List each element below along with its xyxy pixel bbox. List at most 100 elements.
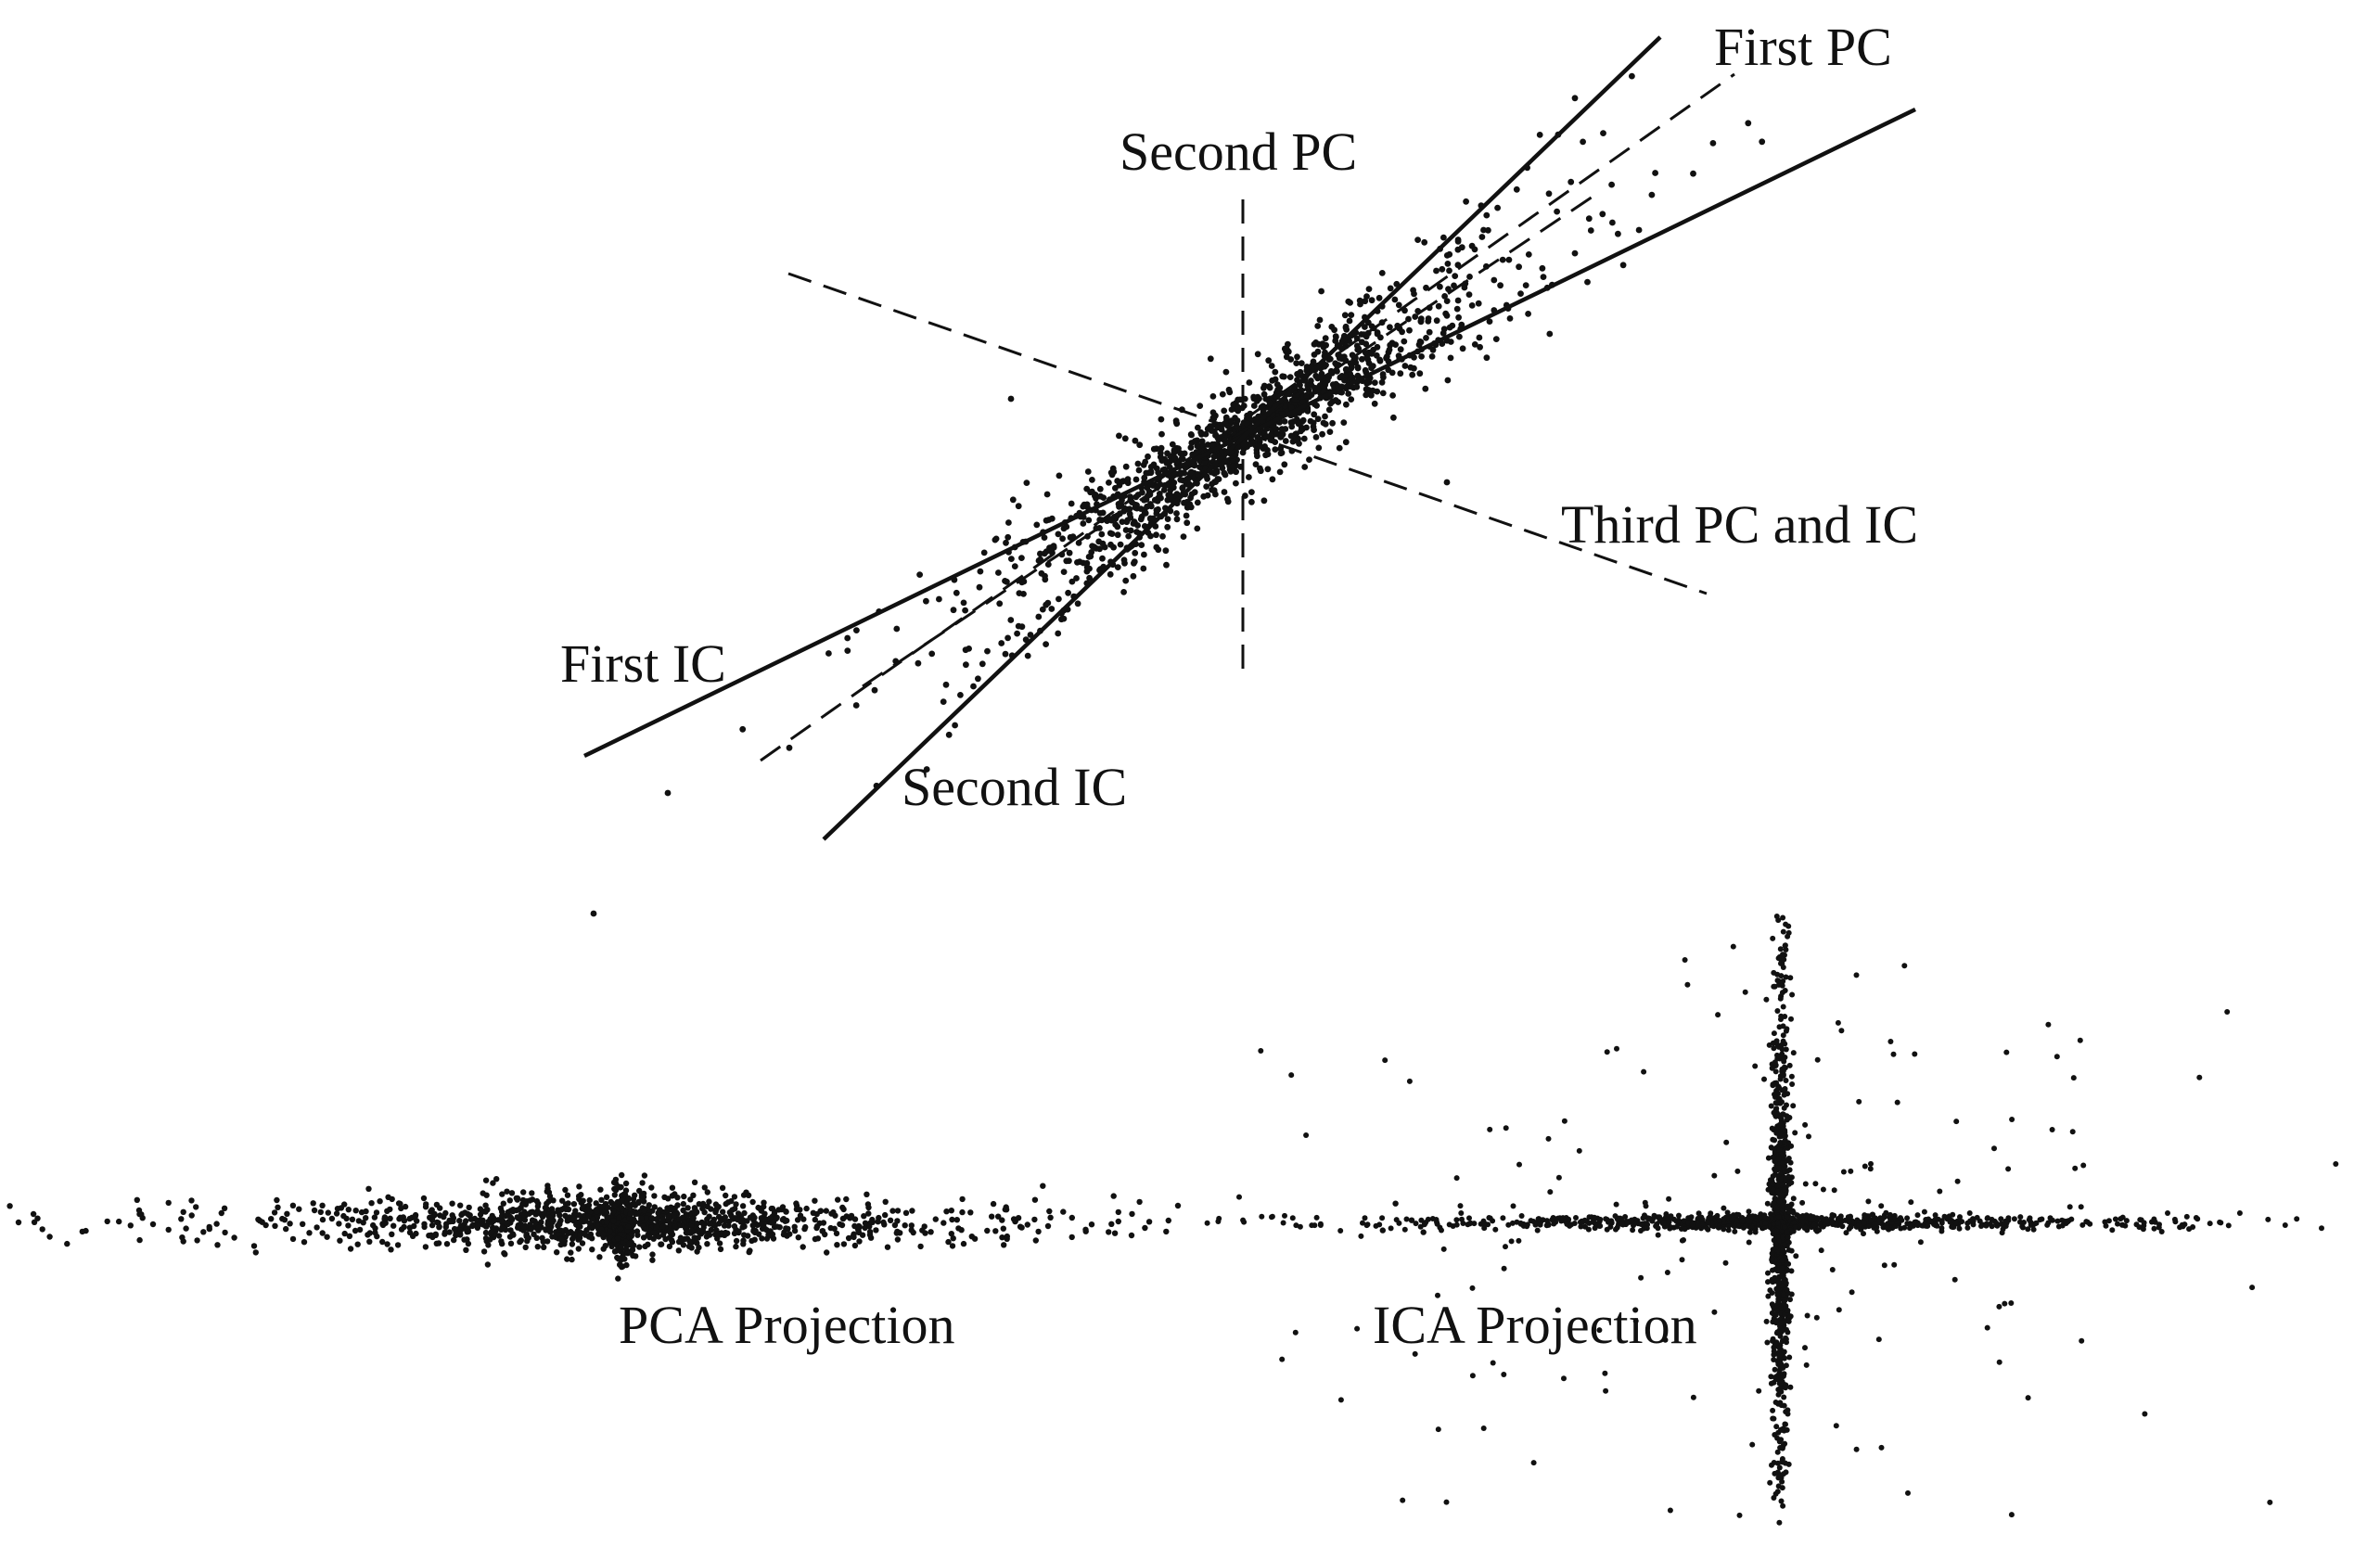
scatter-point bbox=[1939, 1220, 1945, 1226]
scatter-point bbox=[337, 1237, 343, 1244]
scatter-point bbox=[739, 1203, 747, 1209]
scatter-point bbox=[614, 1235, 621, 1242]
scatter-point bbox=[1597, 1222, 1604, 1229]
scatter-point bbox=[1341, 312, 1349, 319]
scatter-point bbox=[1785, 1411, 1791, 1417]
scatter-point bbox=[1530, 1219, 1537, 1224]
scatter-point bbox=[1009, 496, 1017, 504]
scatter-point bbox=[1597, 1216, 1604, 1222]
scatter-point bbox=[979, 660, 986, 668]
scatter-point bbox=[608, 1198, 614, 1206]
scatter-point bbox=[1802, 1345, 1808, 1351]
scatter-point bbox=[457, 1202, 464, 1208]
scatter-point bbox=[1362, 324, 1368, 330]
scatter-point bbox=[1861, 1220, 1867, 1226]
scatter-point bbox=[1644, 1225, 1650, 1232]
scatter-point bbox=[482, 1229, 490, 1236]
scatter-point bbox=[1159, 467, 1167, 474]
scatter-point bbox=[1387, 285, 1394, 292]
scatter-point bbox=[866, 1223, 873, 1230]
scatter-point bbox=[1668, 1224, 1674, 1231]
scatter-point bbox=[580, 1203, 586, 1210]
scatter-point bbox=[1773, 1376, 1780, 1382]
scatter-point bbox=[1315, 444, 1323, 452]
scatter-point bbox=[658, 1241, 664, 1247]
scatter-point bbox=[1779, 982, 1785, 989]
scatter-point bbox=[1150, 445, 1158, 453]
scatter-point bbox=[2319, 1225, 2324, 1232]
scatter-point bbox=[578, 1192, 584, 1198]
scatter-point bbox=[1188, 431, 1195, 439]
scatter-point bbox=[165, 1226, 172, 1234]
scatter-point bbox=[813, 1223, 821, 1230]
scatter-point bbox=[1291, 437, 1299, 443]
scatter-point bbox=[520, 1189, 527, 1195]
scatter-point bbox=[1068, 578, 1076, 585]
scatter-point bbox=[862, 1220, 869, 1227]
scatter-point bbox=[1447, 354, 1454, 362]
scatter-point bbox=[188, 1197, 195, 1204]
scatter-point bbox=[165, 1199, 172, 1207]
scatter-point bbox=[1732, 1223, 1738, 1230]
scatter-point bbox=[1546, 330, 1554, 338]
scatter-point bbox=[1107, 530, 1114, 537]
scatter-point bbox=[453, 1231, 459, 1237]
scatter-point bbox=[1776, 1360, 1783, 1366]
scatter-point bbox=[1868, 1160, 1874, 1167]
scatter-point bbox=[1772, 1168, 1779, 1174]
scatter-point bbox=[1782, 1298, 1788, 1304]
scatter-point bbox=[680, 1242, 687, 1248]
scatter-point bbox=[943, 1208, 950, 1215]
scatter-point bbox=[1303, 1132, 1310, 1138]
scatter-point bbox=[1956, 1225, 1963, 1232]
scatter-point bbox=[1317, 374, 1324, 381]
scatter-point bbox=[1800, 1219, 1806, 1225]
scatter-point bbox=[1303, 424, 1310, 431]
scatter-point bbox=[1887, 1039, 1894, 1044]
scatter-point bbox=[1780, 1247, 1786, 1253]
scatter-point bbox=[360, 1220, 366, 1226]
scatter-point bbox=[1352, 354, 1359, 362]
scatter-point bbox=[722, 1214, 728, 1221]
scatter-point bbox=[1091, 543, 1098, 551]
scatter-point bbox=[1306, 456, 1312, 463]
scatter-point bbox=[851, 1242, 859, 1249]
scatter-point bbox=[1784, 1026, 1790, 1032]
scatter-point bbox=[506, 1234, 514, 1240]
scatter-point bbox=[134, 1196, 140, 1204]
scatter-point bbox=[136, 1236, 143, 1244]
scatter-point bbox=[1591, 1220, 1597, 1225]
scatter-point bbox=[922, 1230, 928, 1236]
scatter-point bbox=[1442, 310, 1450, 317]
scatter-point bbox=[349, 1216, 356, 1223]
scatter-point bbox=[1005, 519, 1012, 526]
scatter-point bbox=[669, 1184, 676, 1191]
scatter-point bbox=[519, 1201, 526, 1208]
scatter-point bbox=[1433, 267, 1440, 275]
scatter-point bbox=[1778, 1121, 1785, 1128]
scatter-point bbox=[1732, 1228, 1738, 1234]
scatter-point bbox=[1667, 1507, 1673, 1514]
scatter-point bbox=[1756, 1387, 1762, 1394]
scatter-point bbox=[372, 1229, 378, 1236]
scatter-point bbox=[1699, 1217, 1706, 1223]
scatter-point bbox=[835, 1196, 841, 1203]
scatter-point bbox=[1666, 1195, 1672, 1202]
scatter-point bbox=[2105, 1218, 2112, 1224]
scatter-point bbox=[524, 1237, 531, 1245]
scatter-point bbox=[6, 1203, 13, 1209]
scatter-point bbox=[1615, 230, 1621, 237]
scatter-point bbox=[1920, 1222, 1926, 1229]
scatter-point bbox=[1329, 419, 1336, 427]
scatter-point bbox=[1679, 1257, 1685, 1263]
scatter-point bbox=[1452, 273, 1459, 279]
scatter-point bbox=[893, 625, 901, 633]
scatter-point bbox=[2119, 1221, 2125, 1228]
scatter-point bbox=[1147, 516, 1154, 522]
scatter-point bbox=[694, 1208, 700, 1216]
scatter-point bbox=[1765, 1293, 1772, 1299]
scatter-point bbox=[1592, 1225, 1598, 1232]
scatter-point bbox=[2118, 1216, 2124, 1222]
scatter-point bbox=[669, 1193, 676, 1199]
scatter-point bbox=[1772, 1311, 1779, 1318]
